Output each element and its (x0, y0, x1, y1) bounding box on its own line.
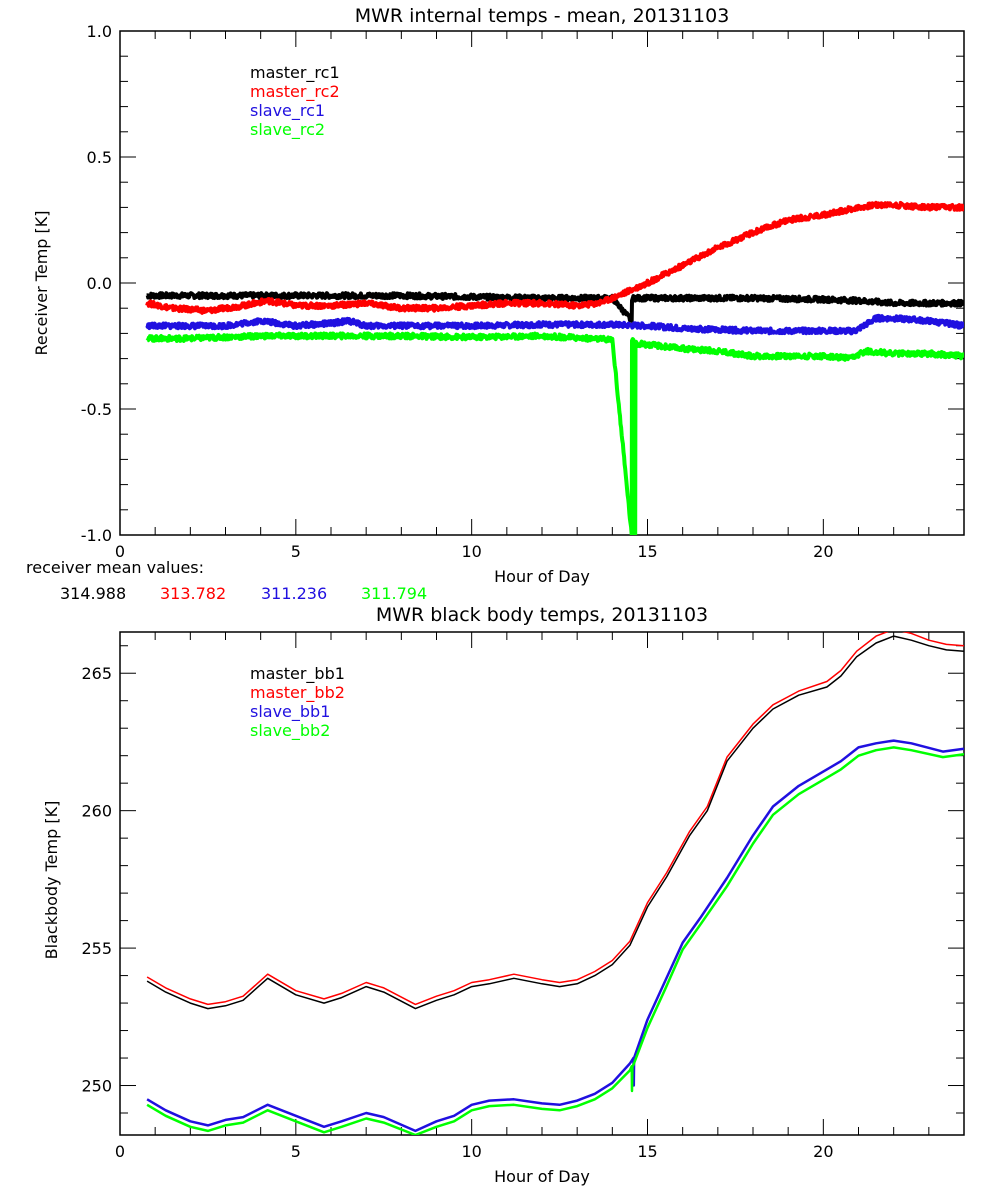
axis-ticks (119, 632, 965, 1135)
plot-frame (119, 30, 965, 536)
axis-ticks (119, 30, 965, 536)
series-line-master_rc2 (145, 200, 964, 315)
y-tick-label: 1.0 (87, 22, 112, 41)
series-group (146, 632, 964, 1135)
legend-entry-master_bb1: master_bb1 (250, 664, 345, 684)
x-tick-label: 10 (461, 542, 481, 561)
x-tick-label: 10 (461, 1142, 481, 1161)
x-tick-label: 5 (291, 1142, 301, 1161)
annotation-label: receiver mean values: (26, 558, 204, 577)
x-tick-label: 0 (115, 542, 125, 561)
y-tick-label: 0.0 (87, 274, 112, 293)
x-tick-label: 15 (637, 1142, 657, 1161)
x-tick-label: 15 (637, 542, 657, 561)
blackbody-temps-plot: MWR black body temps, 20131103 0 5 10 15 20 2… (42, 604, 965, 1186)
axis-tick-labels: 0 5 10 15 20 250 255 260 265 (81, 664, 833, 1161)
receiver-mean-value: 313.782 (160, 584, 226, 603)
legend-entry-master_rc1: master_rc1 (250, 63, 340, 83)
x-tick-label: 20 (813, 542, 833, 561)
x-tick-label: 20 (813, 1142, 833, 1161)
y-tick-label: -0.5 (81, 400, 112, 419)
x-tick-label: 5 (291, 542, 301, 561)
annotation-values: 314.988 313.782 311.236 311.794 (60, 584, 427, 603)
legend-entry-slave_bb1: slave_bb1 (250, 702, 330, 722)
y-axis-label: Blackbody Temp [K] (42, 801, 61, 960)
y-tick-label: 250 (81, 1077, 112, 1096)
legend-entry-slave_rc1: slave_rc1 (250, 101, 325, 121)
legend-entry-master_rc2: master_rc2 (250, 82, 340, 102)
legend-entry-slave_rc2: slave_rc2 (250, 120, 325, 140)
series-line-slave_rc1 (145, 313, 964, 336)
chart-title: MWR black body temps, 20131103 (376, 604, 708, 626)
y-tick-label: 255 (81, 939, 112, 958)
receiver-temps-plot: MWR internal temps - mean, 20131103 0 5 10… (26, 5, 965, 603)
receiver-mean-value: 314.988 (60, 584, 126, 603)
y-tick-label: 265 (81, 664, 112, 683)
receiver-mean-value: 311.794 (361, 584, 427, 603)
axis-tick-labels: 0 5 10 15 20 -1.0 -0.5 0.0 0.5 1.0 (81, 22, 834, 561)
series-line-slave_bb2 (146, 746, 964, 1135)
chart-title: MWR internal temps - mean, 20131103 (355, 5, 730, 27)
series-line-slave_bb1 (146, 739, 964, 1133)
series-line-master_bb2 (146, 632, 964, 1006)
series-line-master_rc1 (145, 291, 964, 323)
series-line-slave_rc2 (145, 331, 964, 535)
series-group (145, 200, 964, 535)
y-tick-label: 0.5 (87, 148, 112, 167)
series-line-master_bb1 (146, 635, 964, 1010)
x-axis-label: Hour of Day (494, 1167, 590, 1186)
y-tick-label: 260 (81, 802, 112, 821)
y-axis-label: Receiver Temp [K] (32, 210, 51, 355)
y-tick-label: -1.0 (81, 526, 112, 545)
receiver-mean-value: 311.236 (261, 584, 327, 603)
legend-entry-master_bb2: master_bb2 (250, 683, 345, 703)
legend-entry-slave_bb2: slave_bb2 (250, 721, 330, 741)
x-axis-label: Hour of Day (494, 567, 590, 586)
plot-frame (119, 631, 965, 1136)
x-tick-label: 0 (115, 1142, 125, 1161)
